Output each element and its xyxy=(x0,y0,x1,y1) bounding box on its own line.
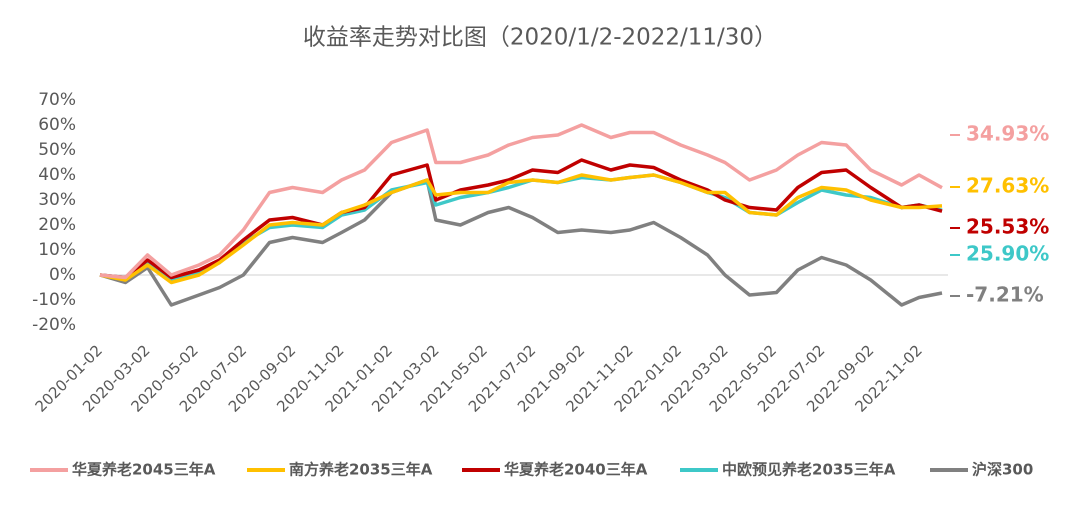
series-line xyxy=(99,173,943,285)
end-label: 25.53% xyxy=(966,215,1049,239)
end-label: -7.21% xyxy=(966,283,1044,307)
y-tick-label: 10% xyxy=(38,240,76,260)
legend-label: 华夏养老2040三年A xyxy=(504,461,648,479)
y-tick-label: 40% xyxy=(38,165,76,185)
series-line xyxy=(99,158,943,280)
chart-title: 收益率走势对比图（2020/1/2-2022/11/30） xyxy=(303,25,777,51)
end-label: 34.93% xyxy=(966,122,1049,146)
series-line xyxy=(99,178,943,307)
y-tick-label: -20% xyxy=(32,315,76,335)
legend-label: 南方养老2035三年A xyxy=(289,461,433,479)
legend-label: 华夏养老2045三年A xyxy=(72,461,216,479)
legend-label: 沪深300 xyxy=(972,461,1033,479)
y-tick-label: 20% xyxy=(38,215,76,235)
legend-label: 中欧预见养老2035三年A xyxy=(722,461,896,479)
y-tick-label: 0% xyxy=(49,265,76,285)
end-label: 27.63% xyxy=(966,174,1049,198)
y-tick-label: 30% xyxy=(38,190,76,210)
y-tick-label: 70% xyxy=(38,90,76,110)
y-tick-label: 50% xyxy=(38,140,76,160)
y-tick-label: 60% xyxy=(38,115,76,135)
end-label: 25.90% xyxy=(966,242,1049,266)
series-line xyxy=(99,123,943,280)
y-tick-label: -10% xyxy=(32,290,76,310)
